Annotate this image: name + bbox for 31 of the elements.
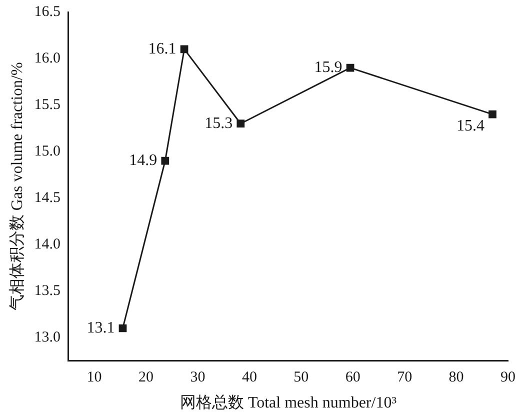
data-label: 15.4 xyxy=(456,118,484,135)
y-tick-label: 14.0 xyxy=(34,236,60,252)
point xyxy=(488,110,496,118)
data-label: 14.9 xyxy=(129,152,158,170)
y-tick-label: 14.5 xyxy=(34,190,60,206)
data-label: 15.3 xyxy=(204,114,233,132)
point xyxy=(236,120,245,128)
y-tick-label: 16.5 xyxy=(34,4,60,20)
x-tick-label: 40 xyxy=(242,370,257,386)
x-tick-label: 20 xyxy=(138,370,154,386)
point xyxy=(346,64,354,72)
point xyxy=(161,156,170,165)
x-axis-title: 网格总数 Total mesh number/10³ xyxy=(180,394,397,412)
x-tick-label: 80 xyxy=(448,370,464,386)
x-tick-label: 50 xyxy=(294,370,309,386)
x-tick-label: 90 xyxy=(500,370,516,386)
data-label: 16.1 xyxy=(148,40,176,58)
point xyxy=(118,324,127,332)
y-tick-label: 16.0 xyxy=(34,50,60,66)
x-tick-label: 70 xyxy=(397,370,412,386)
data-label: 15.9 xyxy=(314,59,342,76)
y-tick-label: 15.5 xyxy=(34,96,60,113)
y-tick-label: 15.0 xyxy=(34,143,60,160)
x-tick-label: 60 xyxy=(345,370,360,386)
y-axis-title: 气相体积分数 Gas volume fraction/% xyxy=(8,62,26,311)
y-tick-label: 13.5 xyxy=(34,282,60,299)
x-tick-label: 30 xyxy=(190,370,206,386)
point xyxy=(180,45,188,54)
y-tick-label: 13.0 xyxy=(34,329,60,346)
x-tick-label: 10 xyxy=(86,370,102,386)
data-label: 13.1 xyxy=(86,319,115,336)
